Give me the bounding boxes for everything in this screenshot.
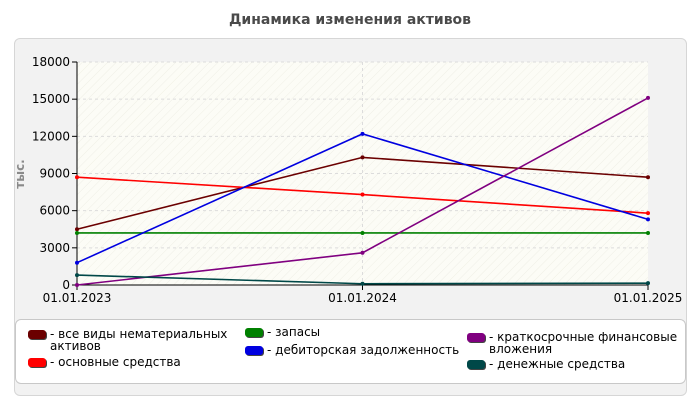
y-tick-label: 18000: [32, 55, 70, 69]
legend-label: - денежные средства: [489, 357, 626, 371]
data-point: [360, 250, 365, 255]
legend-label: - запасы: [267, 325, 321, 339]
y-tick-label: 6000: [39, 204, 70, 218]
legend-item: - основные средства: [28, 356, 228, 368]
data-point: [75, 283, 79, 287]
y-tick-label: 9000: [39, 167, 70, 181]
data-point: [646, 211, 650, 216]
y-tick-label: 15000: [32, 92, 70, 106]
data-point: [646, 230, 650, 235]
legend-label: - дебиторская задолженность: [267, 343, 460, 357]
data-point: [646, 95, 650, 100]
data-point: [360, 281, 365, 286]
chart-title: Динамика изменения активов: [228, 12, 472, 28]
legend-swatch: [467, 360, 485, 369]
data-point: [646, 175, 650, 180]
legend: - все виды нематериальных активов - осно…: [15, 319, 686, 384]
tick-labels: 18000 15000 12000 9000 6000 3000 001.01.2023 01…: [32, 55, 683, 305]
data-point: [75, 230, 79, 235]
legend-label: - краткосрочные финансовые вложения: [489, 330, 678, 356]
y-axis-label: тыс.: [13, 159, 27, 188]
data-point: [646, 217, 650, 222]
legend-item: - запасы: [245, 326, 465, 338]
y-tick-label: 12000: [32, 129, 70, 143]
legend-swatch: [28, 358, 46, 367]
data-point: [75, 260, 79, 265]
legend-label: - основные средства: [50, 355, 181, 369]
series-lines: [75, 95, 650, 287]
data-point: [360, 192, 365, 197]
legend-label: - все виды нематериальных активов: [50, 327, 228, 353]
legend-item: - дебиторская задолженность: [245, 344, 485, 356]
legend-swatch: [245, 346, 263, 355]
legend-swatch: [28, 330, 46, 339]
legend-item: - все виды нематериальных активов: [28, 328, 228, 352]
data-point: [75, 227, 79, 232]
data-point: [646, 281, 650, 286]
data-point: [360, 155, 365, 160]
data-point: [75, 175, 79, 180]
y-tick-label: 0: [62, 278, 70, 292]
grid-lines: [77, 61, 648, 285]
y-tick-label: 3000: [39, 241, 70, 255]
x-tick-label: 01.01.2024: [328, 291, 397, 305]
legend-item: - денежные средства: [467, 358, 682, 370]
data-point: [360, 131, 365, 136]
legend-swatch: [245, 328, 263, 337]
legend-item: - краткосрочные финансовые вложения: [467, 331, 682, 355]
legend-swatch: [467, 333, 485, 342]
data-point: [75, 273, 79, 278]
x-tick-label: 01.01.2025: [614, 291, 683, 305]
data-point: [360, 230, 365, 235]
x-tick-label: 01.01.2023: [43, 291, 112, 305]
